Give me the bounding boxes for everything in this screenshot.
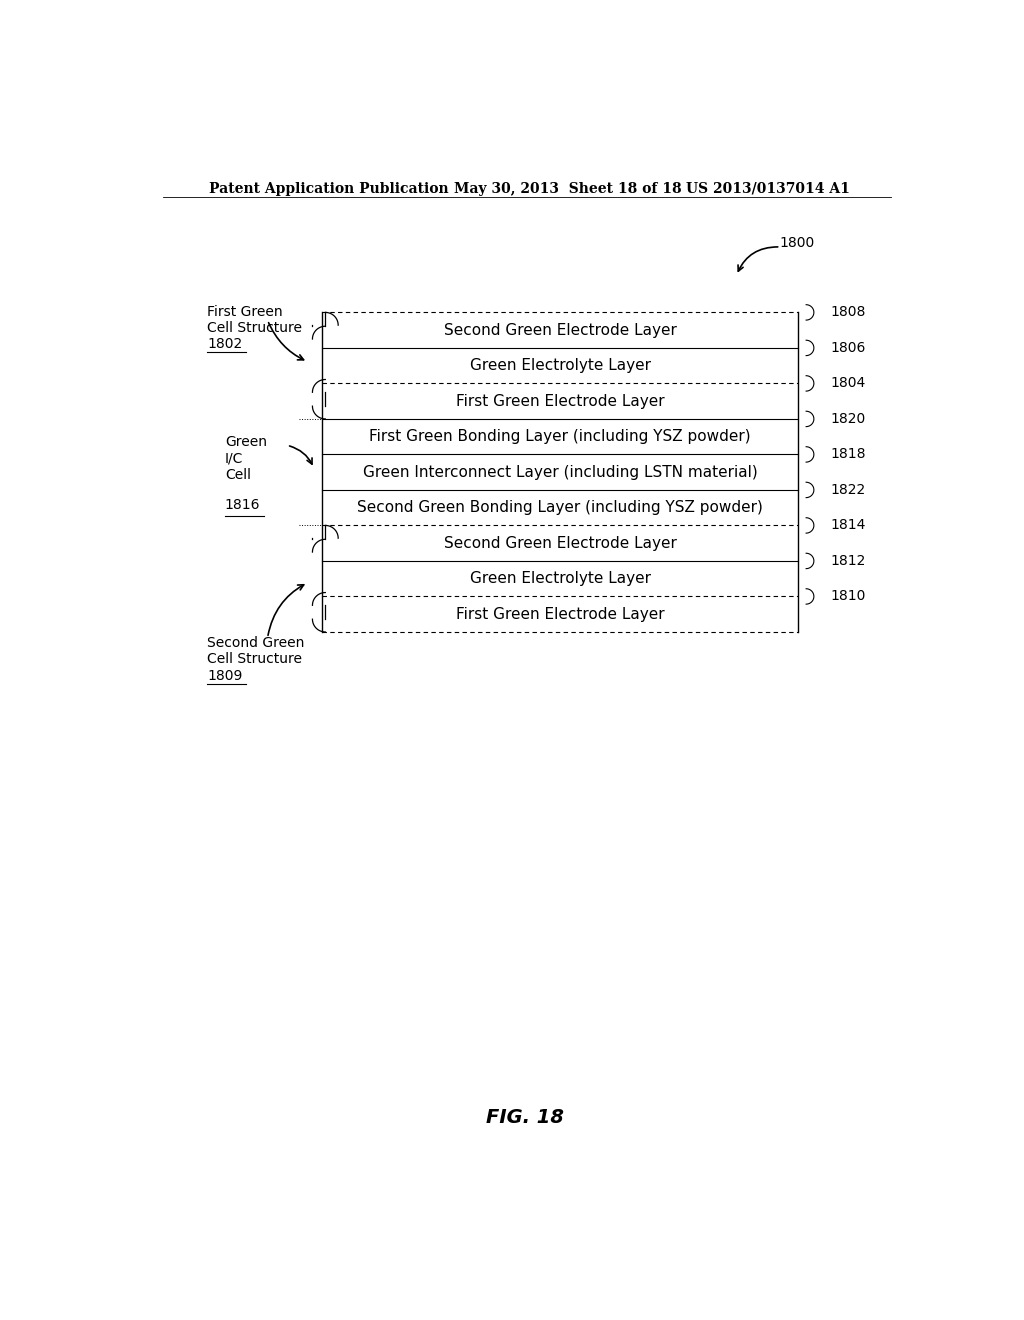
Text: 1800: 1800: [779, 236, 814, 249]
Text: 1809: 1809: [207, 669, 243, 682]
Text: Green Interconnect Layer (including LSTN material): Green Interconnect Layer (including LSTN…: [362, 465, 758, 479]
Text: 1818: 1818: [830, 447, 866, 462]
Text: Second Green Bonding Layer (including YSZ powder): Second Green Bonding Layer (including YS…: [357, 500, 763, 515]
Text: 1822: 1822: [830, 483, 866, 496]
Text: May 30, 2013  Sheet 18 of 18: May 30, 2013 Sheet 18 of 18: [454, 182, 681, 195]
Text: Second Green
Cell Structure: Second Green Cell Structure: [207, 636, 304, 667]
Text: FIG. 18: FIG. 18: [485, 1107, 564, 1126]
Text: First Green
Cell Structure: First Green Cell Structure: [207, 305, 302, 335]
Text: 1816: 1816: [225, 498, 260, 512]
Text: 1812: 1812: [830, 554, 866, 568]
Text: Green Electrolyte Layer: Green Electrolyte Layer: [470, 572, 650, 586]
Text: First Green Bonding Layer (including YSZ powder): First Green Bonding Layer (including YSZ…: [370, 429, 751, 444]
Text: Green Electrolyte Layer: Green Electrolyte Layer: [470, 358, 650, 374]
Text: 1814: 1814: [830, 519, 866, 532]
Text: Patent Application Publication: Patent Application Publication: [209, 182, 449, 195]
Text: Green
I/C
Cell: Green I/C Cell: [225, 436, 267, 482]
Text: Second Green Electrode Layer: Second Green Electrode Layer: [443, 322, 677, 338]
Text: First Green Electrode Layer: First Green Electrode Layer: [456, 607, 665, 622]
Text: 1806: 1806: [830, 341, 866, 355]
Text: 1804: 1804: [830, 376, 866, 391]
Text: 1820: 1820: [830, 412, 866, 426]
Text: 1808: 1808: [830, 305, 866, 319]
Text: Second Green Electrode Layer: Second Green Electrode Layer: [443, 536, 677, 550]
Text: US 2013/0137014 A1: US 2013/0137014 A1: [686, 182, 850, 195]
Text: 1810: 1810: [830, 590, 866, 603]
Text: First Green Electrode Layer: First Green Electrode Layer: [456, 393, 665, 409]
Text: 1802: 1802: [207, 337, 243, 351]
